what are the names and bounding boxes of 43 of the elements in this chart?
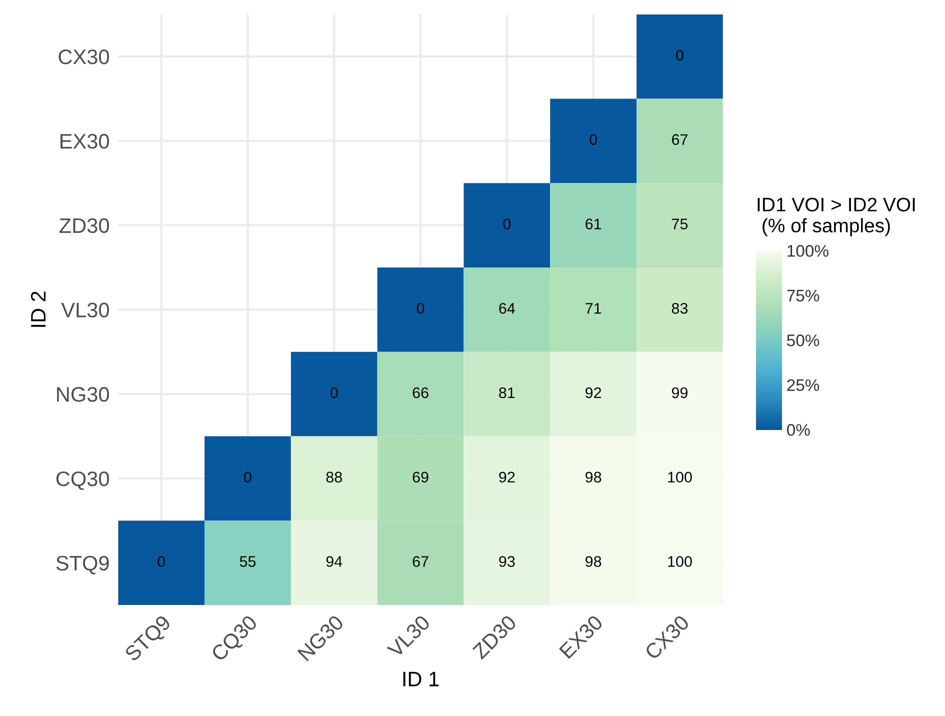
y-tick-label: EX30 <box>60 134 109 149</box>
data-label: 93 <box>499 556 515 567</box>
data-label: 94 <box>326 556 342 567</box>
data-label: 92 <box>499 472 515 483</box>
data-label: 0 <box>590 134 597 145</box>
color-bar-label: 75% <box>787 290 820 302</box>
y-tick-label: CQ30 <box>56 471 109 490</box>
data-label: 98 <box>586 472 602 483</box>
x-axis-title: ID 1 <box>403 672 439 686</box>
data-label: 71 <box>586 303 602 314</box>
data-label: 83 <box>672 302 688 314</box>
y-tick-label: VL30 <box>61 302 109 318</box>
data-label: 100 <box>668 556 692 567</box>
y-tick-label: ZD30 <box>60 218 109 234</box>
data-label: 69 <box>412 472 428 483</box>
data-label: 0 <box>158 556 165 567</box>
data-label: 0 <box>244 472 252 483</box>
data-label: 0 <box>416 302 424 314</box>
y-tick-label: CX30 <box>58 50 109 64</box>
data-label: 0 <box>503 218 511 230</box>
data-label: 81 <box>499 387 515 398</box>
data-label: 64 <box>499 302 515 314</box>
data-label: 92 <box>586 387 602 398</box>
color-bar-label: 100% <box>788 245 828 257</box>
color-bar-label: 50% <box>787 334 820 346</box>
data-label: 75 <box>672 218 688 230</box>
data-label: 0 <box>330 387 338 398</box>
y-tick-label: STQ9 <box>56 556 109 574</box>
color-bar-label: 25% <box>787 379 820 392</box>
y-tick-label: NG30 <box>57 387 109 402</box>
color-bar-title: ID1 VOI > ID2 VOI (% of samples) <box>758 198 915 236</box>
color-bar-label: 0% <box>787 424 810 436</box>
data-label: 55 <box>240 556 256 567</box>
data-label: 67 <box>672 134 688 145</box>
data-label: 88 <box>326 472 342 483</box>
y-axis-title: ID 2 <box>30 292 46 327</box>
data-label: 100 <box>668 472 692 483</box>
data-label: 66 <box>412 387 428 398</box>
data-label: 61 <box>586 218 602 230</box>
data-label: 0 <box>676 50 684 61</box>
data-label: 99 <box>672 387 688 398</box>
data-label: 98 <box>586 556 602 567</box>
data-label: 67 <box>412 556 428 567</box>
